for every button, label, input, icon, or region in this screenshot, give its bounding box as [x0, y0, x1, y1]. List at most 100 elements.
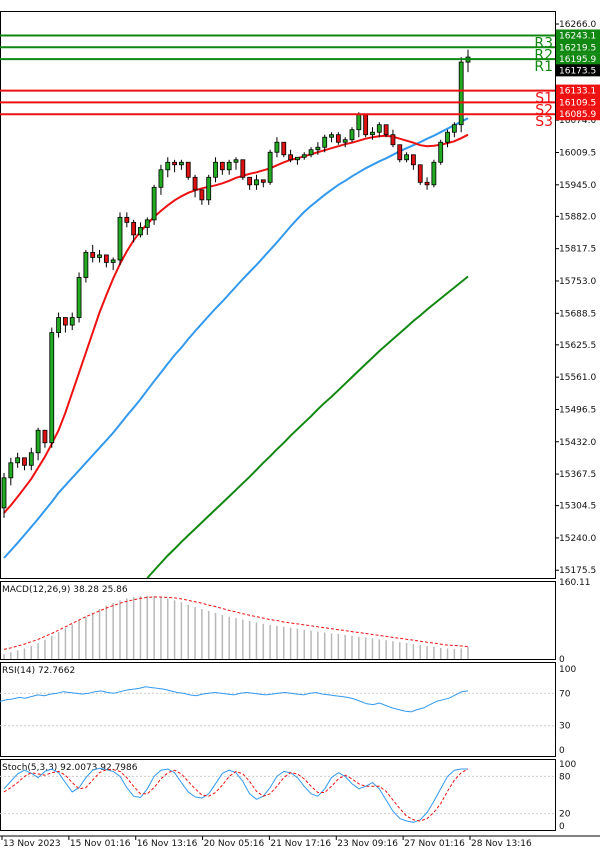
- candle: [301, 152, 307, 160]
- candle: [342, 137, 348, 148]
- candle: [90, 244, 96, 263]
- candle: [233, 157, 239, 170]
- price-y-tick-label: 16266.0: [559, 20, 596, 30]
- support-resistance-levels: R3 16243.1R2 16219.5R1 16195.9S1 16133.1S2 16…: [0, 29, 600, 130]
- rsi-y-tick-label: 100: [559, 665, 576, 675]
- candle-body-up: [451, 124, 457, 133]
- ma-green-line: [146, 275, 469, 579]
- macd-signal-line: [3, 596, 469, 650]
- candle-body-up: [97, 254, 102, 258]
- price-y-tick-label: 15304.5: [559, 502, 596, 512]
- candle-body-up: [254, 179, 259, 186]
- candle: [42, 429, 48, 448]
- price-y-tick-label: 15817.5: [559, 245, 596, 255]
- time-axis-label: 16 Nov 13:16: [137, 839, 198, 849]
- candle-body-up: [56, 317, 61, 333]
- rsi-line: [0, 686, 469, 713]
- candle-body-up: [274, 141, 280, 153]
- macd-panel: MACD(12,26,9) 38.28 25.86 160.11 0: [2, 578, 591, 665]
- candle: [185, 161, 191, 180]
- time-axis-label: 23 Nov 09:16: [337, 839, 398, 849]
- candle: [1, 472, 7, 518]
- candle-body-down: [247, 176, 253, 186]
- level-price-label: 16243.1: [559, 31, 596, 41]
- candle-body-up: [28, 452, 34, 466]
- candle: [308, 147, 314, 158]
- candle-body-up: [431, 161, 437, 186]
- candle-body-down: [411, 154, 416, 166]
- candle-body-down: [192, 176, 198, 191]
- candle-body-down: [424, 181, 430, 186]
- candle: [240, 159, 246, 180]
- candle: [247, 176, 253, 190]
- candle: [335, 132, 341, 145]
- candle-body-down: [103, 254, 109, 263]
- candle: [15, 452, 21, 468]
- candle: [151, 184, 157, 225]
- candle-body-up: [267, 151, 273, 183]
- candle: [206, 174, 212, 205]
- price-y-tick-label: 15625.5: [559, 341, 596, 351]
- candle-body-up: [213, 161, 218, 178]
- rsi-y-tick-label: 70: [559, 689, 571, 699]
- candle-body-up: [370, 131, 375, 136]
- candle: [179, 159, 184, 170]
- macd-y-tick-label: 0: [559, 655, 565, 665]
- candle: [315, 142, 321, 155]
- stoch-panel-frame: [0, 759, 556, 831]
- candle-body-up: [438, 141, 444, 163]
- candle-body-up: [301, 154, 307, 158]
- candle-body-down: [417, 164, 423, 183]
- candle-body-down: [363, 114, 369, 136]
- price-panel-frame: [0, 11, 556, 579]
- stoch-d-line: [3, 768, 469, 822]
- candle: [274, 137, 280, 158]
- candle: [63, 317, 68, 333]
- rsi-panel: RSI(14) 72.7662 100 70 30 0: [0, 665, 576, 756]
- candle: [329, 132, 334, 143]
- macd-panel-frame: [0, 581, 556, 660]
- level-price-box: [556, 53, 600, 66]
- candle-body-up: [1, 477, 7, 509]
- stoch-y-tick-label: 80: [559, 772, 571, 782]
- candle-body-down: [199, 189, 205, 201]
- candle: [288, 149, 293, 163]
- candle-body-up: [322, 136, 328, 148]
- candle: [117, 212, 123, 265]
- level-price-box: [556, 84, 600, 97]
- level-price-box: [556, 29, 600, 42]
- candle-body-up: [233, 159, 239, 163]
- candle-body-down: [281, 141, 287, 156]
- price-y-axis: 16266.0 16074.0 16009.5 15945.0 15882.0 15817…: [555, 20, 596, 576]
- candle-body-up: [49, 332, 55, 444]
- candle: [76, 272, 82, 323]
- panel-frames: [0, 11, 600, 837]
- candle-body-up: [315, 146, 321, 151]
- candle: [172, 159, 177, 173]
- candle: [445, 129, 450, 148]
- stoch-y-tick-label: 100: [559, 760, 576, 770]
- candle-body-down: [124, 216, 130, 223]
- candle-body-up: [329, 134, 334, 138]
- candle-body-up: [356, 114, 362, 131]
- candle: [131, 219, 137, 243]
- candle-body-down: [390, 134, 396, 146]
- candle-body-down: [219, 161, 225, 171]
- candle: [144, 217, 150, 235]
- candle: [370, 127, 375, 140]
- candle-body-up: [179, 161, 184, 166]
- candle: [295, 156, 300, 165]
- price-y-tick-label: 15432.0: [559, 438, 596, 448]
- candle-body-up: [404, 154, 409, 161]
- candle-body-up: [445, 131, 450, 143]
- candle: [451, 122, 457, 138]
- candle-body-down: [42, 429, 48, 444]
- level-price-label: 16133.1: [559, 87, 596, 97]
- candle-body-up: [144, 219, 150, 228]
- candle: [138, 222, 143, 238]
- candle-body-up: [165, 161, 171, 171]
- price-y-tick-label: 16009.5: [559, 148, 596, 158]
- level-price-label: 16219.5: [559, 43, 596, 53]
- rsi-y-tick-label: 30: [559, 722, 571, 732]
